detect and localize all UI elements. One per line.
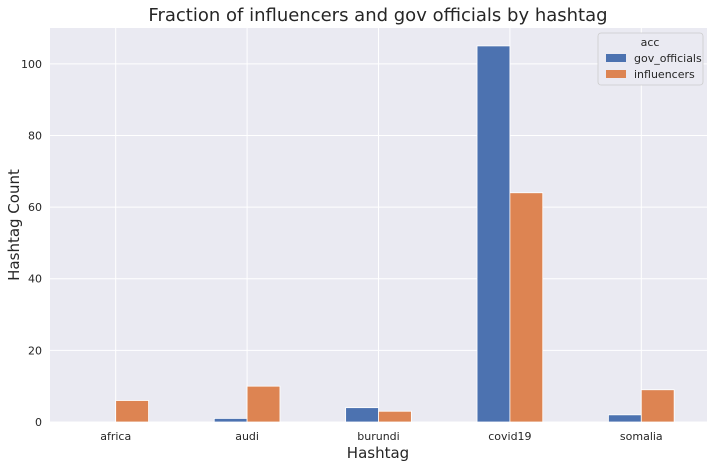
bar-gov_officials-burundi [345,407,379,423]
legend-swatch-gov-officials [606,54,626,62]
y-tick-label: 100 [21,58,42,71]
bars-layer [115,45,675,423]
bar-influencers-covid19 [509,192,544,423]
bar-influencers-burundi [378,410,412,423]
y-axis: 0 20 40 60 80 100 [21,58,42,429]
bar-influencers-somalia [640,389,675,423]
bar-influencers-africa [115,400,149,423]
y-axis-label: Hashtag Count [5,169,23,281]
bar-gov_officials-audi [213,418,248,423]
x-axis: africa audi burundi covid19 somalia [100,430,662,443]
chart-title: Fraction of influencers and gov official… [148,5,607,26]
x-tick-label-covid19: covid19 [488,430,531,443]
legend-label-gov-officials: gov_officials [634,52,702,65]
bar-gov_officials-somalia [608,414,642,423]
x-tick-label-africa: africa [100,430,131,443]
x-tick-label-audi: audi [235,430,259,443]
y-tick-label: 20 [28,344,42,357]
y-tick-label: 60 [28,201,42,214]
legend-swatch-influencers [606,70,626,78]
y-tick-label: 80 [28,129,42,142]
y-tick-label: 40 [28,273,42,286]
bar-influencers-audi [246,385,281,423]
x-tick-label-burundi: burundi [357,430,399,443]
y-tick-label: 0 [35,416,42,429]
x-tick-label-somalia: somalia [620,430,663,443]
legend-label-influencers: influencers [634,68,695,81]
x-axis-label: Hashtag [347,444,409,462]
legend: acc gov_officials influencers [597,32,704,86]
bar-gov_officials-covid19 [476,45,511,423]
legend-title: acc [641,36,660,49]
